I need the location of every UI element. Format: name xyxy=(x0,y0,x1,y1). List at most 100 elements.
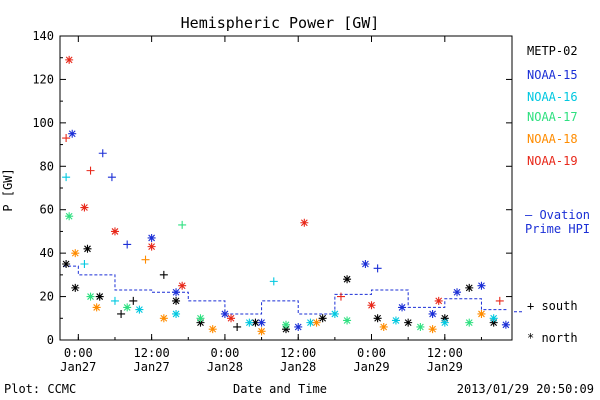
data-point xyxy=(391,316,400,325)
x-tick-label: 0:00 xyxy=(357,346,386,360)
data-point xyxy=(147,242,156,251)
data-point xyxy=(71,249,80,258)
data-point xyxy=(379,322,388,331)
data-point xyxy=(367,301,376,310)
data-point xyxy=(80,203,89,212)
data-point xyxy=(306,318,315,327)
data-point xyxy=(318,314,327,323)
data-point xyxy=(477,281,486,290)
data-point xyxy=(233,322,242,331)
legend-ovation-line1: — Ovation xyxy=(525,208,590,222)
data-point xyxy=(107,173,116,182)
data-point xyxy=(172,288,181,297)
data-point xyxy=(282,325,290,334)
series-layer xyxy=(62,55,522,336)
plot-area xyxy=(59,35,513,341)
data-point xyxy=(178,220,187,229)
series-ovation-prime-hpi xyxy=(63,265,507,315)
x-axis-label: Date and Time xyxy=(233,382,327,396)
data-point xyxy=(83,244,92,253)
data-point xyxy=(62,134,71,143)
data-point xyxy=(196,314,205,323)
x-tick-date: Jan28 xyxy=(207,360,243,374)
data-point xyxy=(343,316,352,325)
x-tick-date: Jan29 xyxy=(427,360,463,374)
data-point xyxy=(440,314,449,323)
data-point xyxy=(178,281,187,290)
data-point xyxy=(220,309,229,318)
data-point xyxy=(257,327,266,336)
series-noaa-17 xyxy=(65,212,474,331)
data-point xyxy=(343,275,352,284)
data-point xyxy=(159,270,168,279)
data-point xyxy=(440,318,449,327)
y-tick-label: 120 xyxy=(32,72,54,86)
x-tick-label: 12:00 xyxy=(427,346,463,360)
data-point xyxy=(98,149,107,158)
data-point xyxy=(416,322,425,331)
data-point xyxy=(251,318,260,327)
data-point xyxy=(123,240,132,249)
data-point xyxy=(373,264,382,273)
data-point xyxy=(68,129,77,138)
data-point xyxy=(159,314,168,323)
footer-timestamp: 2013/01/29 20:50:09 xyxy=(457,382,594,396)
data-point xyxy=(147,233,156,242)
legend-item-noaa16: NOAA-16 xyxy=(527,90,578,104)
data-point xyxy=(489,318,498,327)
data-point xyxy=(172,309,181,318)
data-point xyxy=(245,318,254,327)
data-point xyxy=(428,309,437,318)
data-point xyxy=(92,303,101,312)
data-point xyxy=(373,314,382,323)
data-point xyxy=(269,277,278,286)
data-point xyxy=(312,318,321,327)
axes-layer: 0204060801001201400:00Jan2712:00Jan270:0… xyxy=(32,29,512,374)
data-point xyxy=(65,212,74,221)
data-point xyxy=(404,318,413,327)
data-point xyxy=(123,303,132,312)
data-point xyxy=(282,320,290,329)
data-point xyxy=(428,325,437,334)
y-tick-label: 0 xyxy=(47,333,54,347)
data-point xyxy=(398,303,407,312)
data-point xyxy=(62,260,71,268)
x-tick-date: Jan28 xyxy=(280,360,316,374)
plot-frame xyxy=(59,35,513,341)
legend-item-noaa19: NOAA-19 xyxy=(527,154,578,168)
data-point xyxy=(501,320,510,329)
data-point xyxy=(71,283,80,292)
data-point xyxy=(65,55,74,64)
legend-north: * north xyxy=(527,331,578,345)
data-point xyxy=(453,288,462,297)
data-point xyxy=(141,255,150,264)
y-tick-label: 60 xyxy=(40,203,54,217)
y-tick-label: 140 xyxy=(32,29,54,43)
data-point xyxy=(336,292,345,301)
legend-item-noaa17: NOAA-17 xyxy=(527,110,578,124)
data-point xyxy=(465,318,474,327)
x-tick-date: Jan29 xyxy=(353,360,389,374)
legend: METP-02 NOAA-15 NOAA-16 NOAA-17 NOAA-18 … xyxy=(525,44,590,345)
series-noaa-19 xyxy=(62,55,504,323)
data-point xyxy=(129,296,138,305)
data-point xyxy=(465,283,474,292)
x-tick-date: Jan27 xyxy=(60,360,96,374)
data-point xyxy=(361,260,370,268)
data-point xyxy=(227,314,236,323)
y-tick-label: 20 xyxy=(40,290,54,304)
data-point xyxy=(477,309,486,318)
data-point xyxy=(86,292,95,301)
legend-ovation-line2: Prime HPI xyxy=(525,222,590,236)
data-point xyxy=(110,296,119,305)
data-point xyxy=(208,325,217,334)
series-noaa-15 xyxy=(68,129,510,331)
data-point xyxy=(95,292,104,301)
x-tick-date: Jan27 xyxy=(134,360,170,374)
x-tick-label: 12:00 xyxy=(134,346,170,360)
y-tick-label: 80 xyxy=(40,159,54,173)
series-noaa-18 xyxy=(71,249,486,336)
y-tick-label: 100 xyxy=(32,116,54,130)
footer-credit: Plot: CCMC xyxy=(4,382,76,396)
